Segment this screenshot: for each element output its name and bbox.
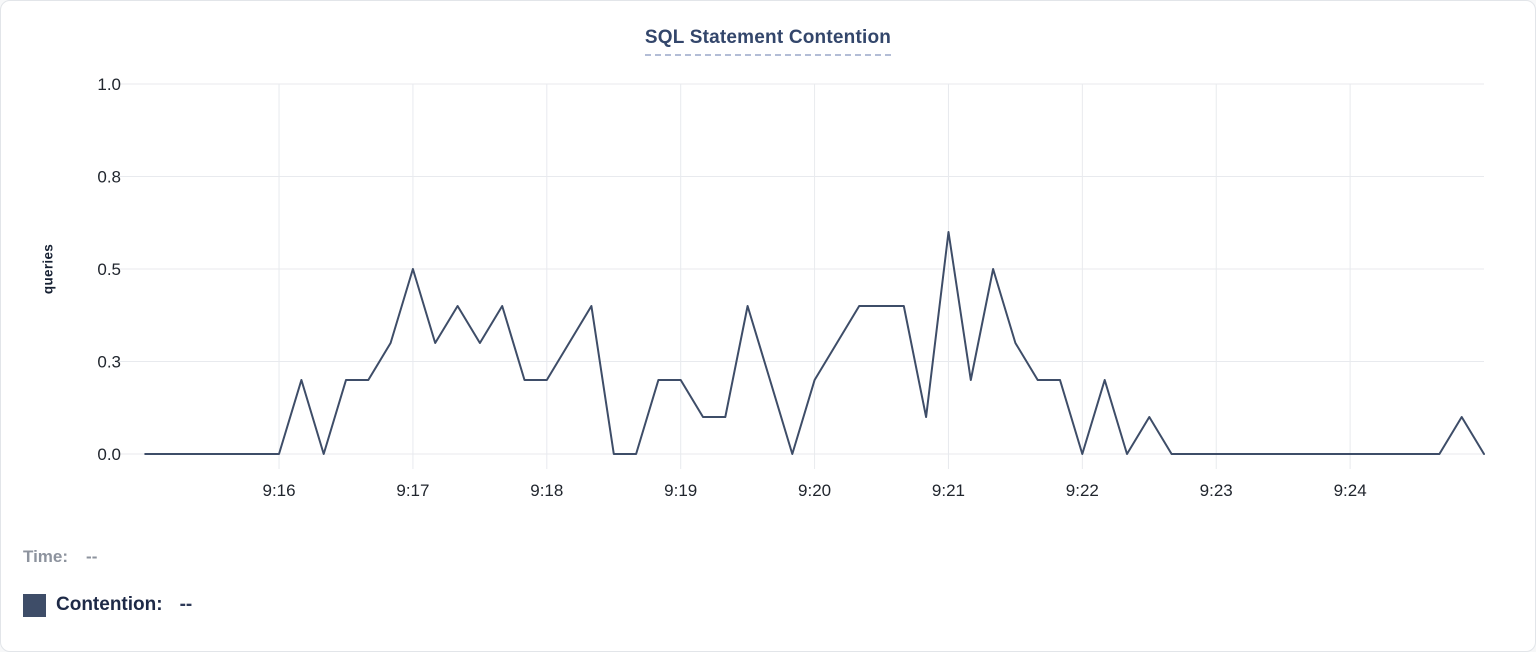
- chart-title[interactable]: SQL Statement Contention: [644, 27, 892, 56]
- x-tick-label: 9:16: [262, 481, 295, 500]
- x-tick-label: 9:21: [932, 481, 965, 500]
- contention-line-chart[interactable]: 0.0 0.3 0.5 0.8 1.0 9:16 9:17 9:18 9:19 9:20 9:21 9…: [97, 75, 1485, 500]
- y-tick-label: 0.5: [97, 260, 121, 279]
- contention-series-label: Contention:: [56, 594, 163, 615]
- contention-series-swatch: [23, 593, 46, 617]
- x-tick-label: 9:17: [396, 481, 429, 500]
- x-tick-label: 9:23: [1200, 481, 1233, 500]
- contention-line: [144, 231, 1485, 455]
- y-tick-label: 0.8: [97, 168, 121, 187]
- chart-legend: Time: -- Contention: --: [23, 545, 192, 619]
- x-tick-label: 9:22: [1066, 481, 1099, 500]
- y-tick-label: 0.3: [97, 353, 121, 372]
- hover-time-value: --: [86, 547, 98, 566]
- hover-time-label: Time:: [23, 547, 69, 566]
- y-tick-label: 0.0: [97, 445, 121, 464]
- legend-time-row: Time: --: [23, 545, 192, 569]
- x-tick-label: 9:19: [664, 481, 697, 500]
- x-tick-label: 9:24: [1334, 481, 1367, 500]
- x-tick-label: 9:20: [798, 481, 831, 500]
- contention-chart-plot-area[interactable]: 0.0 0.3 0.5 0.8 1.0 9:16 9:17 9:18 9:19 9:20 9:21 9…: [97, 75, 1485, 500]
- chart-header: SQL Statement Contention: [1, 27, 1535, 56]
- x-tick-label: 9:18: [530, 481, 563, 500]
- y-tick-label: 1.0: [97, 75, 121, 94]
- y-axis-label: queries: [40, 243, 56, 295]
- legend-contention-row: Contention: --: [23, 591, 192, 619]
- contention-series-value: --: [179, 594, 193, 615]
